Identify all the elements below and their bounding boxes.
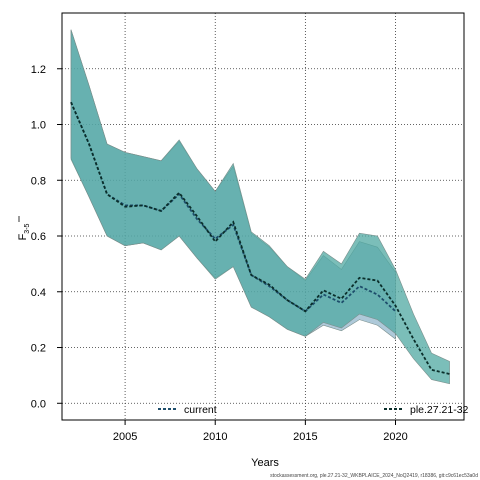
svg-text:F3-5: F3-5 bbox=[17, 223, 31, 240]
y-tick-label: 1.0 bbox=[31, 120, 46, 132]
y-tick-label: 0.6 bbox=[31, 231, 46, 243]
x-axis-ticks: 2005 2010 2015 2020 bbox=[113, 420, 408, 443]
y-axis-label-main: F bbox=[17, 233, 29, 240]
estimate-line-current bbox=[70, 101, 397, 313]
legend: current ple.27.21-32 bbox=[158, 404, 469, 416]
x-tick-label: 2015 bbox=[293, 431, 317, 443]
y-axis-label-sub: 3-5 bbox=[24, 223, 31, 233]
x-tick-label: 2005 bbox=[113, 431, 137, 443]
x-axis-label: Years bbox=[251, 457, 279, 469]
legend-label: current bbox=[184, 404, 217, 416]
confidence-band-ple-27-21-32 bbox=[70, 29, 450, 385]
y-axis-label: F3-5 bbox=[17, 223, 31, 240]
y-tick-label: 0.0 bbox=[31, 398, 46, 410]
y-tick-label: 0.4 bbox=[31, 287, 46, 299]
x-tick-label: 2020 bbox=[383, 431, 407, 443]
y-tick-label: 0.8 bbox=[31, 175, 46, 187]
y-tick-label: 1.2 bbox=[31, 64, 46, 76]
plot-frame bbox=[61, 12, 465, 421]
y-tick-label: 0.2 bbox=[31, 343, 46, 355]
estimate-line-ple-27-21-32 bbox=[70, 101, 450, 375]
estimate-lines bbox=[70, 101, 450, 375]
x-tick-label: 2010 bbox=[203, 431, 227, 443]
legend-label: ple.27.21-32 bbox=[410, 404, 469, 416]
y-axis-ticks: 0.0 0.2 0.4 0.6 0.8 1.0 1.2 bbox=[31, 64, 62, 410]
confidence-bands bbox=[70, 29, 450, 385]
caption: stockassessment.org, ple.27.21-32_WKBPLA… bbox=[270, 473, 478, 479]
